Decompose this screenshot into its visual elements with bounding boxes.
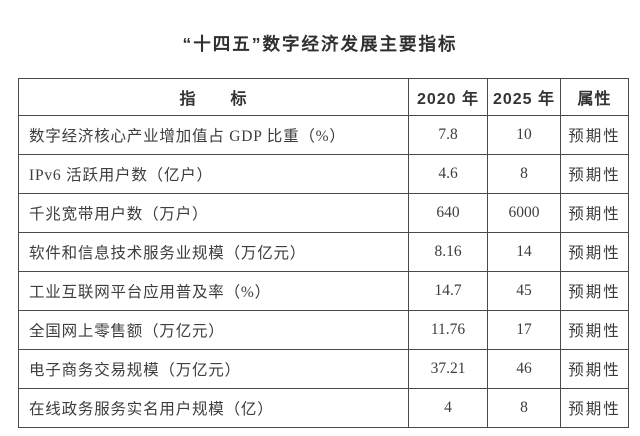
indicators-table: 指 标 2020 年 2025 年 属性 数字经济核心产业增加值占 GDP 比重… [18,78,629,428]
value-2025-cell: 46 [487,349,561,389]
indicator-cell: 电子商务交易规模（万亿元） [18,349,409,389]
attribute-cell: 预期性 [560,154,629,194]
value-2020-cell: 640 [408,193,488,233]
indicator-cell: 软件和信息技术服务业规模（万亿元） [18,232,409,272]
value-2025-cell: 8 [487,154,561,194]
table-row: 全国网上零售额（万亿元） 11.76 17 预期性 [18,310,629,350]
attribute-cell: 预期性 [560,232,629,272]
indicator-cell: IPv6 活跃用户数（亿户） [18,154,409,194]
indicator-cell: 全国网上零售额（万亿元） [18,310,409,350]
value-2025-cell: 8 [487,388,561,428]
value-2020-cell: 8.16 [408,232,488,272]
table-header-row: 指 标 2020 年 2025 年 属性 [18,78,629,116]
table-row: 电子商务交易规模（万亿元） 37.21 46 预期性 [18,349,629,389]
header-2020: 2020 年 [408,78,488,116]
indicator-cell: 在线政务服务实名用户规模（亿） [18,388,409,428]
attribute-cell: 预期性 [560,193,629,233]
value-2025-cell: 10 [487,115,561,155]
attribute-cell: 预期性 [560,115,629,155]
table-row: 软件和信息技术服务业规模（万亿元） 8.16 14 预期性 [18,232,629,272]
value-2020-cell: 4 [408,388,488,428]
value-2025-cell: 17 [487,310,561,350]
value-2020-cell: 4.6 [408,154,488,194]
value-2020-cell: 14.7 [408,271,488,311]
attribute-cell: 预期性 [560,271,629,311]
page-title: “十四五”数字经济发展主要指标 [182,34,458,54]
table-row: 在线政务服务实名用户规模（亿） 4 8 预期性 [18,388,629,428]
header-2025: 2025 年 [487,78,561,116]
value-2025-cell: 6000 [487,193,561,233]
indicator-cell: 工业互联网平台应用普及率（%） [18,271,409,311]
indicator-cell: 数字经济核心产业增加值占 GDP 比重（%） [18,115,409,155]
header-indicator: 指 标 [18,78,409,116]
table-row: 工业互联网平台应用普及率（%） 14.7 45 预期性 [18,271,629,311]
table-row: 千兆宽带用户数（万户） 640 6000 预期性 [18,193,629,233]
attribute-cell: 预期性 [560,310,629,350]
header-attribute: 属性 [560,78,629,116]
table-row: IPv6 活跃用户数（亿户） 4.6 8 预期性 [18,154,629,194]
value-2020-cell: 7.8 [408,115,488,155]
value-2020-cell: 37.21 [408,349,488,389]
attribute-cell: 预期性 [560,349,629,389]
indicator-cell: 千兆宽带用户数（万户） [18,193,409,233]
value-2025-cell: 14 [487,232,561,272]
value-2025-cell: 45 [487,271,561,311]
table-row: 数字经济核心产业增加值占 GDP 比重（%） 7.8 10 预期性 [18,115,629,155]
value-2020-cell: 11.76 [408,310,488,350]
attribute-cell: 预期性 [560,388,629,428]
